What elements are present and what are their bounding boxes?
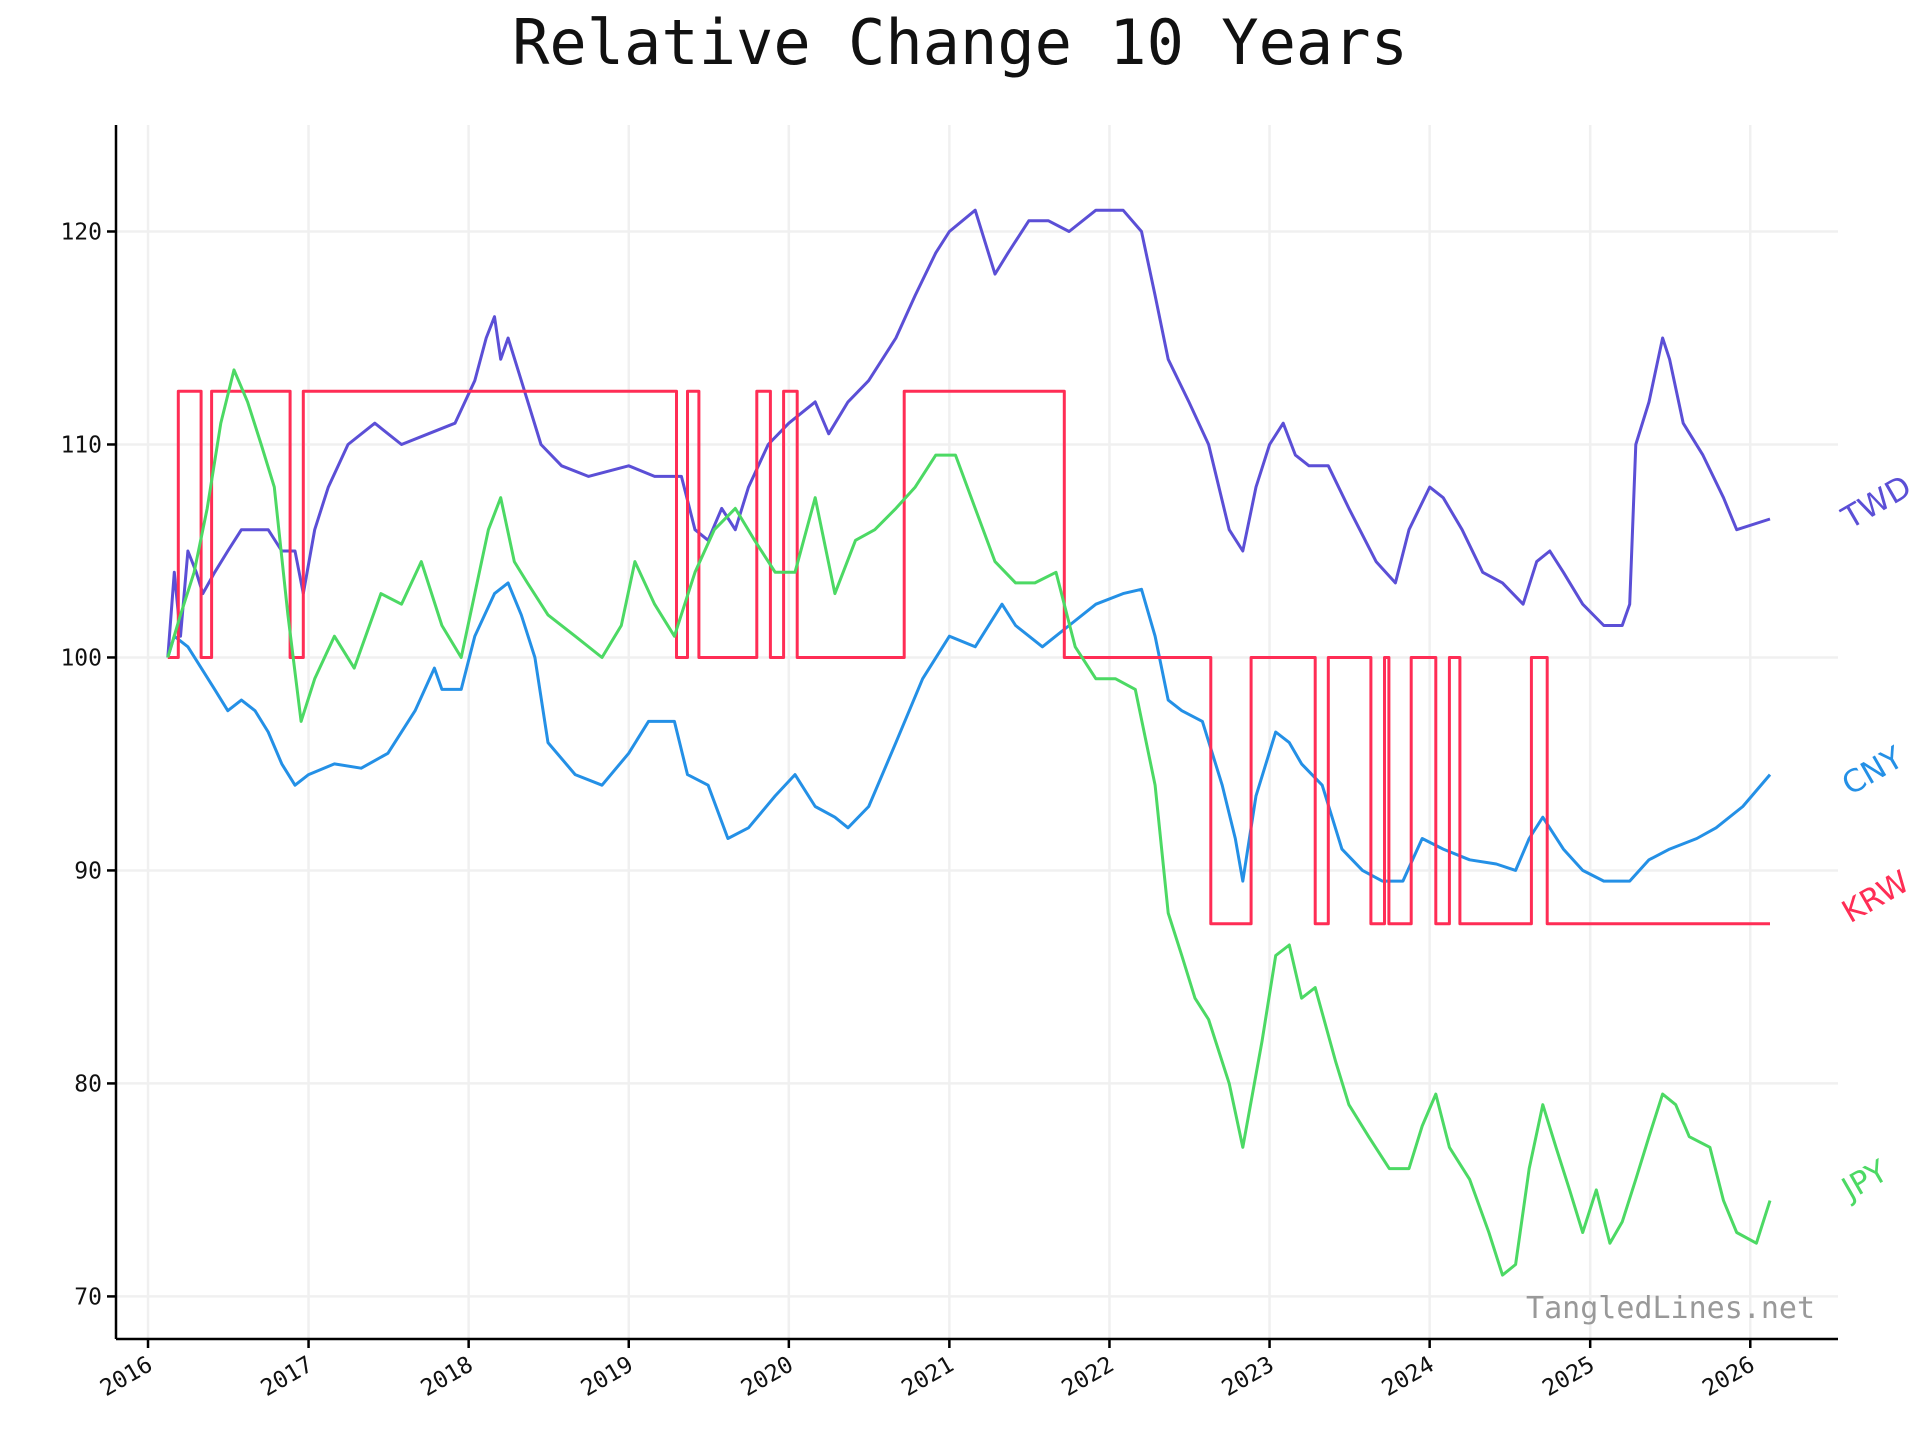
- x-tick-label: 2018: [417, 1352, 478, 1402]
- x-tick-label: 2021: [897, 1352, 958, 1402]
- series-label-twd: TWD: [1835, 469, 1917, 537]
- series-label-jpy: JPY: [1834, 1153, 1894, 1208]
- x-tick-label: 2019: [577, 1352, 638, 1402]
- grid-layer: [116, 125, 1838, 1339]
- watermark: TangledLines.net: [1526, 1291, 1815, 1326]
- y-tick-label: 100: [60, 645, 102, 671]
- y-tick-label: 110: [60, 432, 102, 458]
- x-tick-label: 2026: [1698, 1352, 1759, 1402]
- series-label-krw: KRW: [1836, 864, 1916, 931]
- series-label-cny: CNY: [1836, 740, 1909, 803]
- x-tick-label: 2016: [96, 1352, 157, 1402]
- chart-title: Relative Change 10 Years: [512, 6, 1408, 79]
- y-tick-label: 70: [74, 1284, 102, 1310]
- series-line-cny: [166, 581, 1772, 883]
- x-tick-label: 2017: [257, 1352, 318, 1402]
- series-line-twd: [166, 208, 1771, 658]
- series-line-jpy: [166, 368, 1772, 1277]
- series-layer: [166, 208, 1772, 1277]
- x-tick-label: 2024: [1378, 1352, 1439, 1402]
- x-tick-label: 2020: [737, 1352, 798, 1402]
- series-line-krw: [167, 389, 1770, 926]
- y-tick-label: 120: [60, 219, 102, 245]
- label-layer: TWD CNY KRW JPY: [1834, 469, 1917, 1209]
- y-tick-label: 90: [74, 858, 102, 884]
- x-tick-label: 2023: [1218, 1352, 1279, 1402]
- x-tick-label: 2025: [1538, 1352, 1599, 1402]
- x-tick-label: 2022: [1057, 1352, 1118, 1402]
- y-tick-label: 80: [74, 1071, 102, 1097]
